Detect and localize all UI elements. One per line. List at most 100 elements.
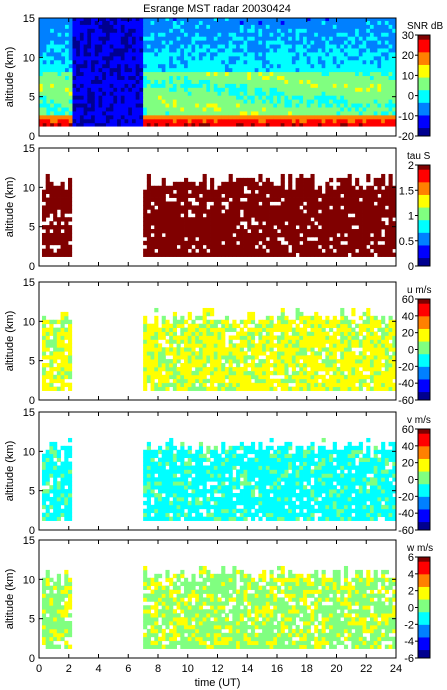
heatmap-cell [254, 217, 259, 222]
heatmap-cell [303, 75, 308, 80]
heatmap-cell [191, 87, 196, 92]
heatmap-cell [303, 221, 308, 226]
heatmap-cell [273, 351, 278, 356]
heatmap-cell [232, 36, 237, 41]
heatmap-cell [146, 20, 152, 25]
heatmap-cell [258, 343, 263, 348]
heatmap-cell [202, 323, 207, 329]
heatmap-cell [143, 323, 148, 329]
heatmap-cell [258, 217, 263, 222]
heatmap-cell [184, 386, 189, 391]
heatmap-cell [347, 79, 352, 84]
heatmap-cell [369, 205, 375, 210]
heatmap-cell [221, 205, 226, 210]
heatmap-cell [206, 240, 211, 246]
heatmap-cell [154, 382, 159, 388]
heatmap-cell [176, 20, 181, 25]
heatmap-cell [381, 43, 386, 49]
heatmap-cell [288, 232, 293, 238]
heatmap-cell [329, 110, 334, 116]
heatmap-cell [161, 201, 166, 206]
heatmap-cell [325, 244, 330, 250]
heatmap-cell [343, 106, 349, 112]
heatmap-cell [243, 36, 248, 41]
heatmap-cell [306, 201, 311, 206]
heatmap-cell [299, 201, 304, 206]
heatmap-cell [213, 366, 218, 372]
heatmap-cell [202, 91, 207, 96]
heatmap-cell [98, 102, 103, 108]
heatmap-cell [340, 122, 345, 128]
heatmap-cell [343, 252, 349, 257]
heatmap-cell [336, 197, 341, 202]
heatmap-cell [91, 114, 96, 120]
heatmap-cell [172, 335, 177, 340]
heatmap-cell [53, 355, 58, 360]
heatmap-cell [210, 55, 215, 61]
heatmap-cell [195, 351, 200, 356]
heatmap-cell [102, 24, 107, 29]
heatmap-cell [172, 114, 178, 120]
heatmap-cell [87, 40, 92, 45]
heatmap-cell [143, 95, 148, 100]
heatmap-cell [310, 173, 315, 179]
heatmap-cell [213, 32, 219, 37]
heatmap-cell [299, 110, 304, 116]
heatmap-cell [49, 181, 54, 187]
heatmap-cell [284, 236, 289, 242]
heatmap-cell [180, 366, 185, 372]
heatmap-cell [65, 75, 70, 80]
heatmap-cell [384, 63, 390, 69]
heatmap-cell [265, 197, 270, 202]
heatmap-cell [53, 102, 59, 108]
heatmap-cell [128, 20, 133, 25]
heatmap-cell [384, 32, 390, 37]
heatmap-cell [392, 229, 396, 234]
heatmap-cell [50, 36, 55, 41]
heatmap-cell [284, 79, 289, 84]
heatmap-cell [139, 67, 144, 73]
heatmap-cell [280, 311, 285, 317]
heatmap-cell [303, 83, 308, 88]
heatmap-cell [254, 95, 260, 100]
heatmap-cell [202, 102, 207, 108]
heatmap-cell [180, 217, 185, 222]
heatmap-cell [198, 323, 204, 329]
heatmap-cell [377, 181, 382, 187]
heatmap-cell [217, 91, 222, 96]
heatmap-cell [46, 95, 51, 100]
heatmap-cell [221, 28, 226, 33]
heatmap-cell [202, 122, 207, 128]
heatmap-cell [381, 55, 386, 61]
heatmap-cell [124, 122, 129, 128]
heatmap-cell [65, 20, 70, 25]
heatmap-cell [198, 102, 204, 108]
heatmap-cell [158, 43, 163, 49]
heatmap-cell [232, 370, 237, 376]
heatmap-cell [120, 67, 126, 73]
heatmap-cell [299, 79, 304, 84]
heatmap-cell [258, 36, 263, 41]
heatmap-cell [76, 55, 81, 61]
heatmap-cell [94, 40, 100, 45]
heatmap-cell [299, 173, 304, 179]
heatmap-cell [146, 193, 151, 198]
heatmap-cell [254, 185, 259, 191]
heatmap-cell [206, 307, 211, 313]
heatmap-cell [105, 71, 111, 77]
heatmap-cell [306, 181, 311, 187]
colorbar-label: SNR dB [407, 21, 443, 32]
heatmap-cell [146, 40, 152, 45]
heatmap-cell [184, 95, 189, 100]
heatmap-cell [56, 363, 61, 368]
heatmap-cell [61, 83, 66, 88]
heatmap-cell [269, 347, 274, 352]
heatmap-cell [158, 378, 163, 384]
heatmap-cell [373, 236, 378, 242]
heatmap-cell [150, 28, 155, 33]
heatmap-cell [221, 55, 226, 61]
heatmap-cell [46, 122, 51, 128]
heatmap-cell [83, 59, 88, 65]
heatmap-cell [150, 193, 155, 198]
